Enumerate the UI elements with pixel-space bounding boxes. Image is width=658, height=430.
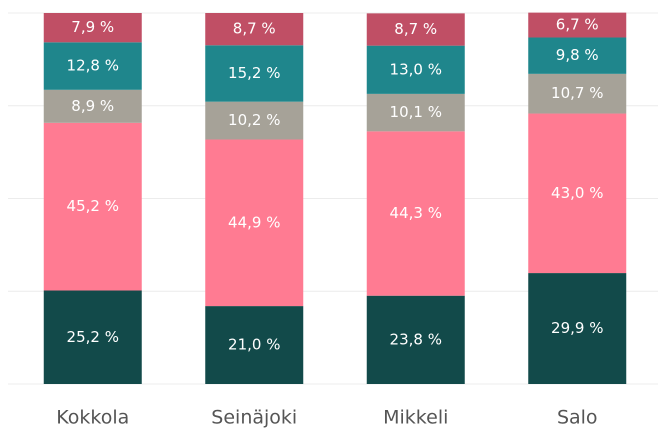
value-label: 44,3 % (390, 204, 442, 222)
bar-segment (366, 295, 465, 384)
bar-segment (205, 45, 304, 102)
bar-segment (366, 93, 465, 132)
value-label: 8,9 % (71, 97, 114, 115)
bar-segment (205, 306, 304, 384)
bar-segment (205, 13, 304, 46)
value-label: 44,9 % (228, 213, 280, 231)
value-label: 29,9 % (551, 319, 603, 337)
value-label: 45,2 % (67, 197, 119, 215)
bar-segment (43, 290, 142, 384)
value-label: 9,8 % (556, 46, 599, 64)
value-label: 8,7 % (394, 20, 437, 38)
bar-segment (43, 42, 142, 90)
value-label: 21,0 % (228, 336, 280, 354)
bar-segment (205, 139, 304, 307)
bar-segment (43, 89, 142, 123)
value-label: 7,9 % (71, 18, 114, 36)
value-label: 23,8 % (390, 330, 442, 348)
value-label: 15,2 % (228, 64, 280, 82)
x-tick-label: Salo (557, 407, 598, 429)
bar-segment (528, 273, 627, 384)
bar-segment (205, 101, 304, 140)
bar-segment (528, 12, 627, 38)
value-label: 43,0 % (551, 184, 603, 202)
value-label: 10,2 % (228, 111, 280, 129)
x-tick-label: Mikkeli (383, 407, 448, 429)
bar-segment (366, 13, 465, 46)
bar-segment (43, 13, 142, 43)
bar-segment (43, 122, 142, 291)
bar-segment (366, 131, 465, 296)
value-label: 12,8 % (67, 57, 119, 75)
bar-segment (366, 45, 465, 94)
value-label: 6,7 % (556, 16, 599, 34)
x-tick-label: Seinäjoki (211, 407, 297, 429)
x-tick-label: Kokkola (56, 407, 129, 429)
value-label: 25,2 % (67, 328, 119, 346)
value-label: 8,7 % (233, 20, 276, 38)
value-label: 10,1 % (390, 103, 442, 121)
value-label: 13,0 % (390, 60, 442, 78)
bar-segment (528, 37, 627, 74)
bar-segment (528, 73, 627, 114)
value-label: 10,7 % (551, 84, 603, 102)
bar-segment (528, 113, 627, 274)
